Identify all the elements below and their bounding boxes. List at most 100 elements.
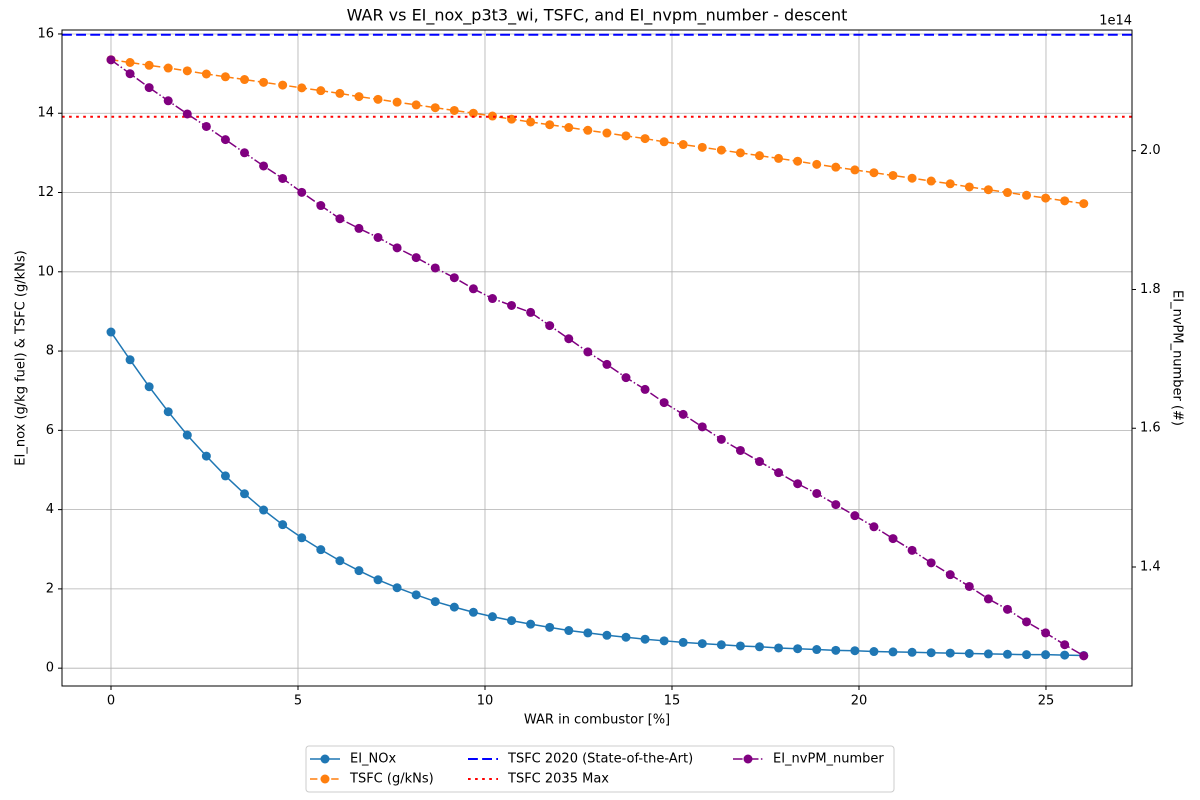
data-point bbox=[526, 619, 536, 629]
x-axis-label: WAR in combustor [%] bbox=[524, 713, 670, 728]
y-tick-label: 12 bbox=[37, 185, 54, 200]
data-point bbox=[240, 148, 250, 158]
data-point bbox=[220, 135, 230, 145]
data-point bbox=[793, 156, 803, 166]
data-point bbox=[1041, 628, 1051, 638]
legend-marker bbox=[320, 774, 330, 784]
data-point bbox=[831, 500, 841, 510]
data-point bbox=[354, 92, 364, 102]
data-point bbox=[526, 117, 536, 127]
data-point bbox=[201, 451, 211, 461]
data-point bbox=[697, 142, 707, 152]
data-point bbox=[259, 161, 269, 171]
data-point bbox=[411, 100, 421, 110]
data-point bbox=[583, 628, 593, 638]
data-point bbox=[240, 75, 250, 85]
data-point bbox=[850, 511, 860, 521]
data-point bbox=[812, 159, 822, 169]
data-point bbox=[621, 632, 631, 642]
data-point bbox=[316, 545, 326, 555]
data-point bbox=[507, 616, 517, 626]
data-point bbox=[888, 170, 898, 180]
y-tick-label: 4 bbox=[46, 502, 54, 517]
data-point bbox=[430, 103, 440, 113]
x-tick-label: 10 bbox=[477, 694, 494, 709]
data-point bbox=[1060, 640, 1070, 650]
data-point bbox=[888, 534, 898, 544]
data-point bbox=[106, 327, 116, 337]
data-point bbox=[354, 223, 364, 233]
data-point bbox=[487, 111, 497, 121]
legend-marker bbox=[320, 754, 330, 764]
data-point bbox=[125, 355, 135, 365]
data-point bbox=[640, 634, 650, 644]
data-point bbox=[468, 284, 478, 294]
x-tick-label: 5 bbox=[294, 694, 302, 709]
data-point bbox=[545, 120, 555, 130]
data-point bbox=[297, 83, 307, 93]
data-point bbox=[640, 134, 650, 144]
data-point bbox=[564, 123, 574, 133]
data-point bbox=[735, 445, 745, 455]
data-point bbox=[716, 640, 726, 650]
y-tick-label: 10 bbox=[37, 264, 54, 279]
data-point bbox=[411, 590, 421, 600]
data-point bbox=[106, 55, 116, 65]
data-point bbox=[735, 641, 745, 651]
data-point bbox=[144, 83, 154, 93]
data-point bbox=[869, 168, 879, 178]
data-point bbox=[716, 145, 726, 155]
x-tick-label: 20 bbox=[851, 694, 868, 709]
data-point bbox=[697, 639, 707, 649]
data-point bbox=[621, 131, 631, 141]
data-point bbox=[487, 294, 497, 304]
legend-label: TSFC 2020 (State-of-the-Art) bbox=[507, 752, 693, 767]
data-point bbox=[888, 647, 898, 657]
data-point bbox=[144, 60, 154, 70]
data-point bbox=[926, 648, 936, 658]
data-point bbox=[144, 382, 154, 392]
data-point bbox=[1002, 188, 1012, 198]
y2-axis-label: EI_nvPM_number (#) bbox=[1170, 290, 1185, 426]
data-point bbox=[201, 69, 211, 79]
data-point bbox=[659, 398, 669, 408]
data-point bbox=[430, 597, 440, 607]
data-point bbox=[507, 300, 517, 310]
series-line bbox=[110, 58, 1084, 205]
data-point bbox=[163, 407, 173, 417]
data-point bbox=[831, 162, 841, 172]
data-point bbox=[716, 434, 726, 444]
data-point bbox=[354, 566, 364, 576]
data-point bbox=[907, 173, 917, 183]
data-point bbox=[659, 636, 669, 646]
data-point bbox=[1079, 199, 1089, 209]
data-point bbox=[678, 637, 688, 647]
data-point bbox=[583, 125, 593, 135]
data-point bbox=[850, 646, 860, 656]
data-point bbox=[945, 179, 955, 189]
y-tick-label: 8 bbox=[46, 344, 54, 359]
data-point bbox=[945, 648, 955, 658]
data-point bbox=[678, 409, 688, 419]
data-point bbox=[526, 307, 536, 317]
data-point bbox=[468, 607, 478, 617]
data-point bbox=[163, 96, 173, 106]
data-point bbox=[373, 232, 383, 242]
y2-tick-label: 1.8 bbox=[1140, 282, 1161, 297]
data-point bbox=[182, 109, 192, 119]
x-tick-label: 25 bbox=[1038, 694, 1055, 709]
data-point bbox=[1022, 190, 1032, 200]
data-point bbox=[735, 148, 745, 158]
data-point bbox=[983, 594, 993, 604]
data-point bbox=[297, 533, 307, 543]
y2-tick-label: 1.4 bbox=[1140, 560, 1161, 575]
data-point bbox=[812, 488, 822, 498]
data-point bbox=[297, 187, 307, 197]
data-point bbox=[125, 58, 135, 68]
data-point bbox=[774, 468, 784, 478]
data-point bbox=[793, 479, 803, 489]
data-point bbox=[201, 121, 211, 131]
data-point bbox=[564, 334, 574, 344]
data-point bbox=[850, 165, 860, 175]
